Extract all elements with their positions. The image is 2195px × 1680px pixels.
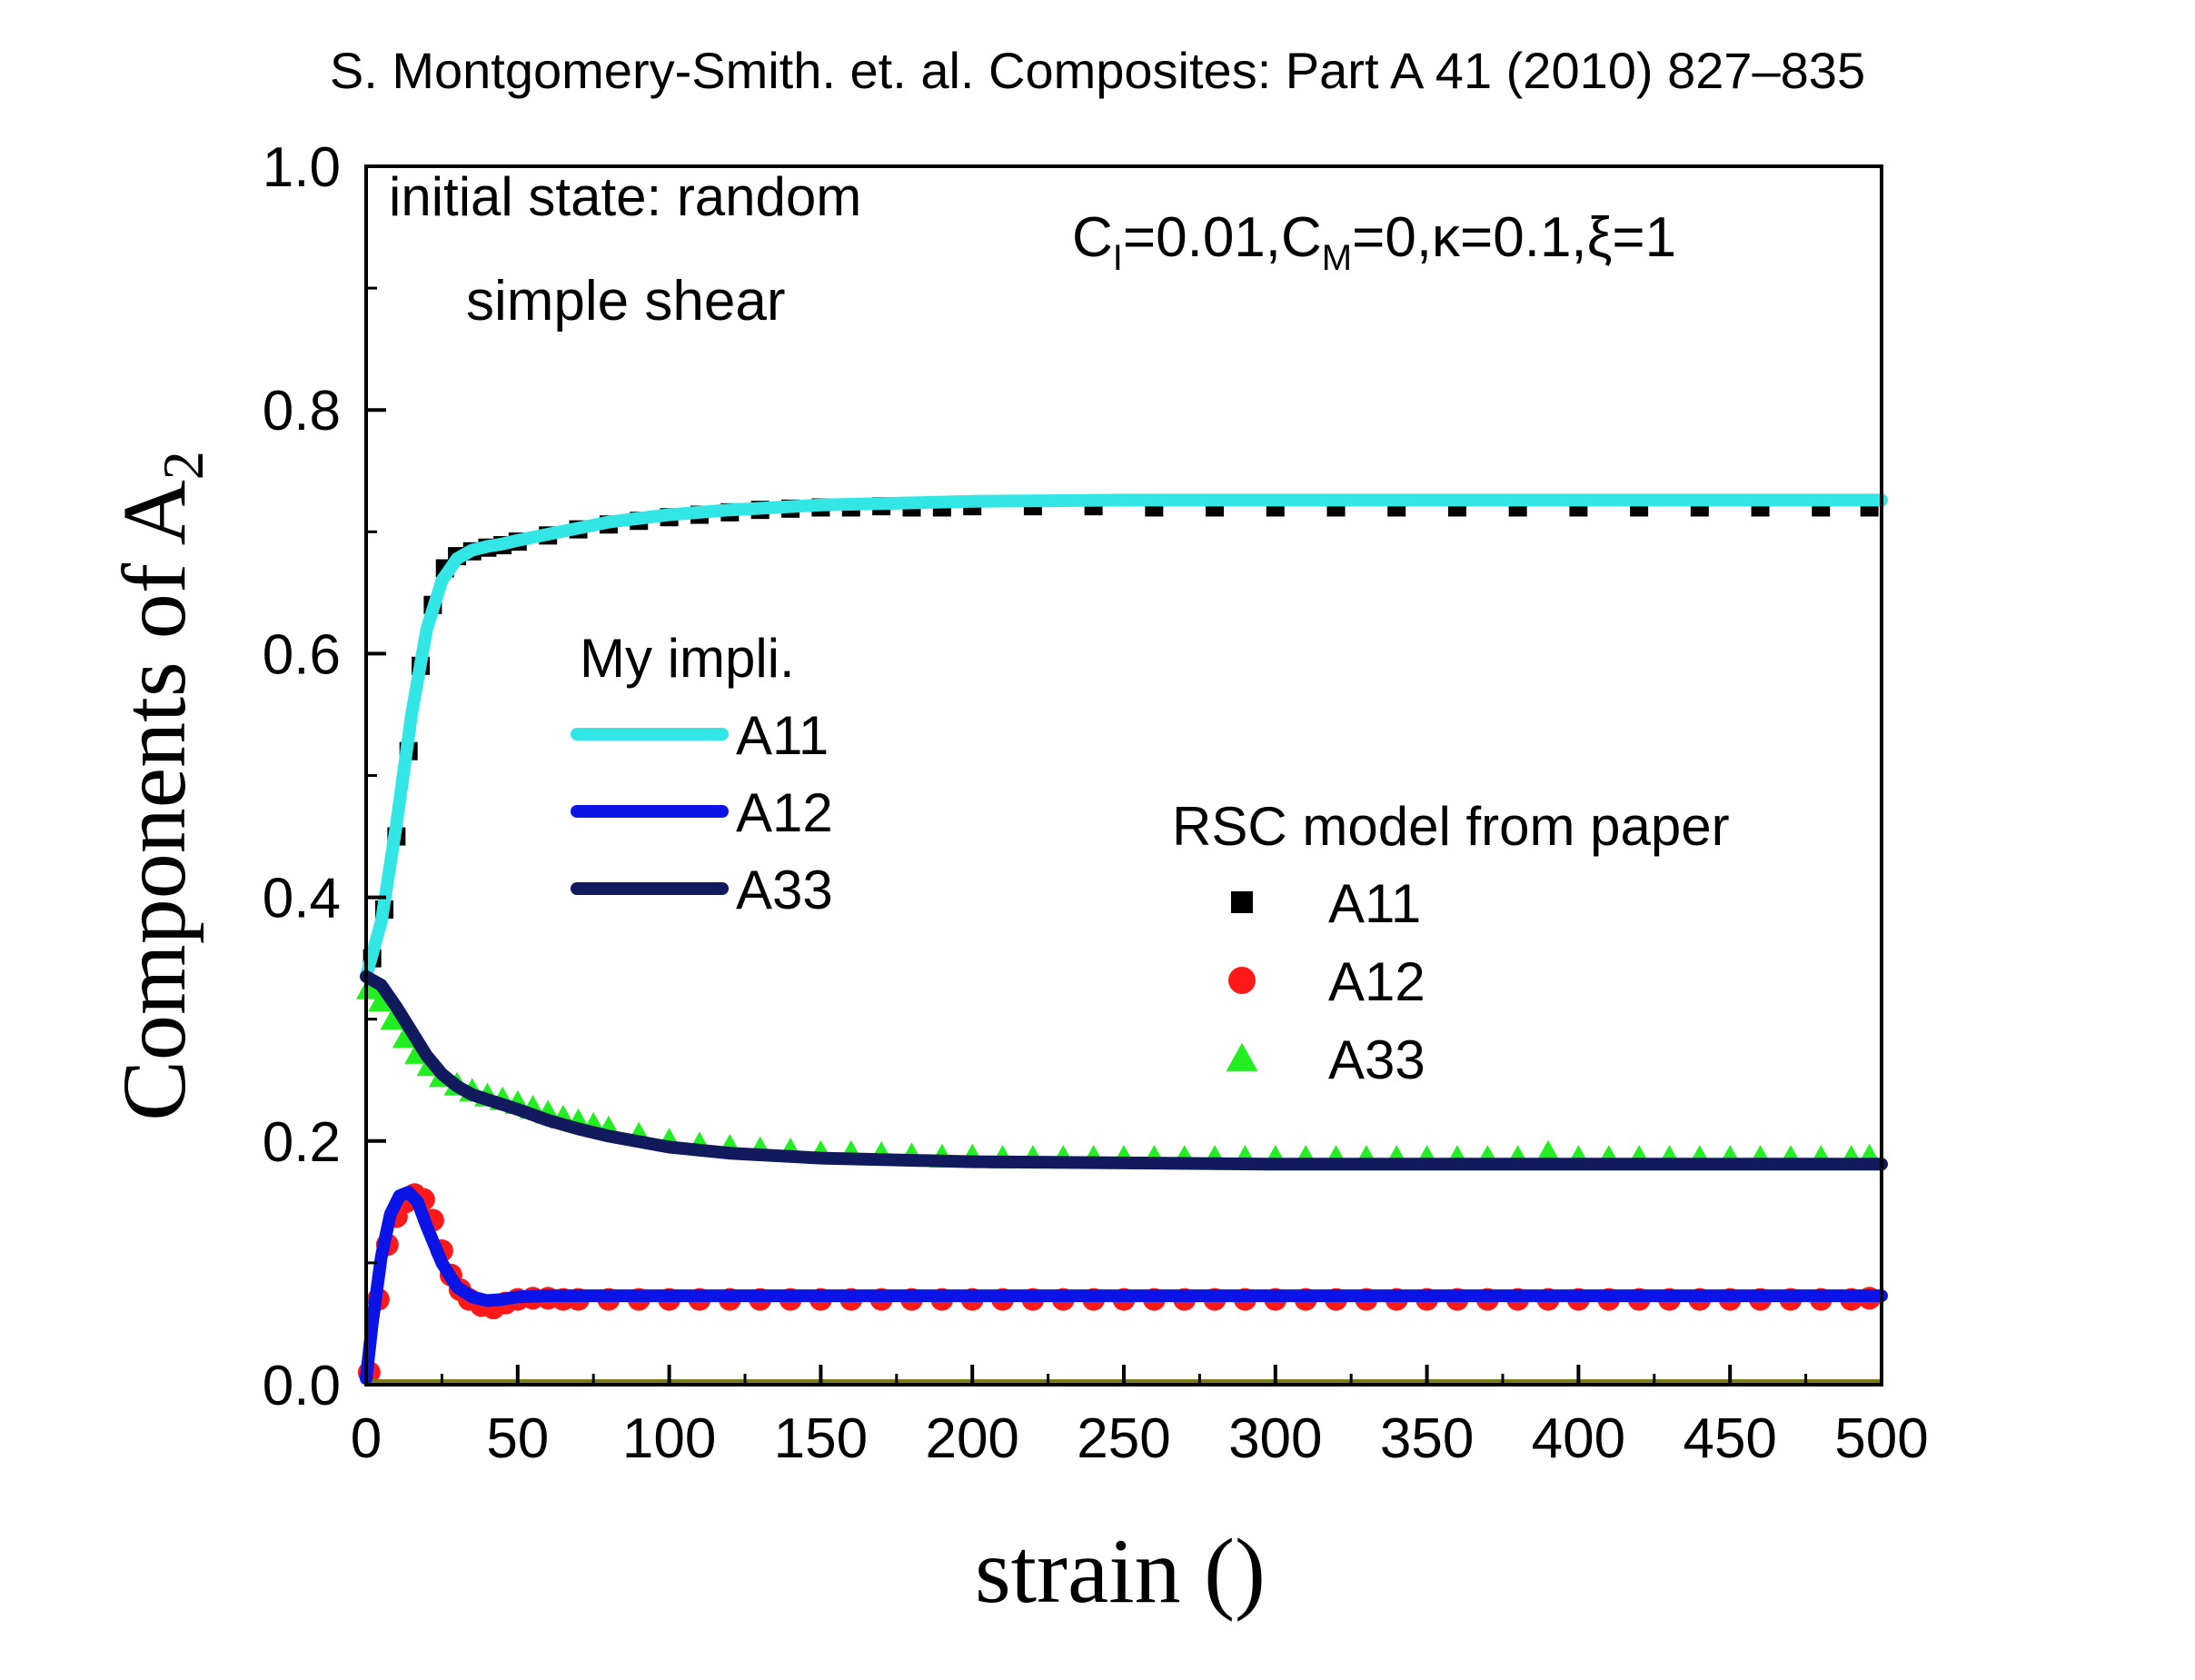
legend-marker-a11 xyxy=(1231,891,1253,913)
x-tick-label: 200 xyxy=(925,1407,1018,1470)
legend-lines: A11 A12 A33 xyxy=(571,705,833,920)
series-line-a11 xyxy=(360,493,1888,983)
y-axis-label: Components of A2 xyxy=(104,451,215,1121)
legend-label-a11: A11 xyxy=(736,705,829,766)
legend-lines-title: My impli. xyxy=(580,628,795,689)
x-tick-label: 250 xyxy=(1077,1407,1170,1470)
legend-markers: A11 A12 A33 xyxy=(1226,873,1425,1090)
data-point-a33 xyxy=(1535,1139,1562,1164)
data-point-a33 xyxy=(355,975,382,999)
series-line-a33 xyxy=(360,969,1888,1171)
param-cm-subscript: M xyxy=(1322,238,1352,278)
axis-ticks: 0 50 100 150 200 250 300 350 400 450 500 0.0 0.2 0.4 0… xyxy=(263,136,1929,1470)
x-tick-label: 0 xyxy=(351,1407,382,1470)
y-tick-label: 0.4 xyxy=(263,868,341,930)
plot-frame xyxy=(364,164,1883,1387)
x-tick-label: 350 xyxy=(1380,1407,1474,1470)
x-tick-label: 450 xyxy=(1683,1407,1776,1470)
y-tick-label: 1.0 xyxy=(263,136,341,199)
legend-marker-a33 xyxy=(1226,1042,1258,1071)
y-tick-label: 0.6 xyxy=(263,623,341,686)
marker-series-a12 xyxy=(357,1183,1882,1385)
param-cm-value: =0,κ=0.1,ξ=1 xyxy=(1352,206,1676,269)
legend-marker-a12 xyxy=(1228,967,1256,994)
legend-markers-title: RSC model from paper xyxy=(1172,796,1730,857)
param-ci: C xyxy=(1072,206,1113,269)
annotation-flow-type: simple shear xyxy=(466,270,785,333)
annotation-parameters: CI=0.01,CM=0,κ=0.1,ξ=1 xyxy=(1072,206,1676,278)
x-tick-label: 150 xyxy=(774,1407,868,1470)
marker-series-a33 xyxy=(355,975,1883,1169)
param-cm: C xyxy=(1281,206,1322,269)
line-series-layer xyxy=(360,493,1888,1386)
x-tick-label: 300 xyxy=(1228,1407,1322,1470)
y-axis-label-subscript: 2 xyxy=(151,451,215,480)
param-ci-subscript: I xyxy=(1113,238,1123,278)
x-tick-label: 50 xyxy=(486,1407,549,1470)
legend-label-a12: A12 xyxy=(736,782,833,843)
y-tick-label: 0.8 xyxy=(263,380,341,442)
y-tick-label: 0.2 xyxy=(263,1111,341,1174)
x-axis-label: strain () xyxy=(975,1520,1266,1623)
chart-title: S. Montgomery-Smith. et. al. Composites:… xyxy=(330,42,1865,99)
y-axis-label-text: Components of A xyxy=(104,480,204,1121)
y-tick-label: 0.0 xyxy=(263,1355,341,1417)
x-tick-label: 500 xyxy=(1834,1407,1928,1470)
x-tick-label: 400 xyxy=(1532,1407,1625,1470)
legend-label-a33: A33 xyxy=(736,860,833,920)
param-ci-value: =0.01, xyxy=(1123,206,1281,269)
annotation-initial-state: initial state: random xyxy=(389,166,861,227)
legend-marker-label-a33: A33 xyxy=(1328,1029,1425,1090)
x-tick-label: 100 xyxy=(622,1407,716,1470)
series-line-a12 xyxy=(360,1186,1888,1386)
legend-marker-label-a12: A12 xyxy=(1328,951,1425,1012)
legend-marker-label-a11: A11 xyxy=(1328,873,1421,934)
